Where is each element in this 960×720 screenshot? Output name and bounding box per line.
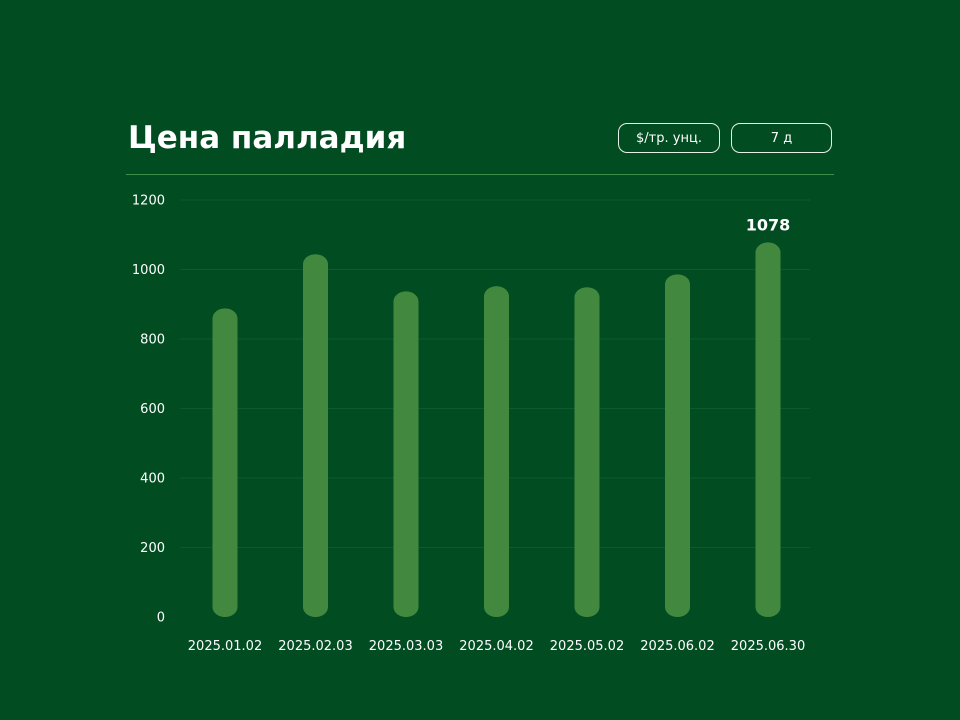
x-tick-label: 2025.04.02 xyxy=(459,639,533,654)
bar[interactable] xyxy=(484,286,509,617)
y-tick-label: 1200 xyxy=(132,194,165,209)
x-tick-label: 2025.06.02 xyxy=(640,639,714,654)
y-tick-label: 200 xyxy=(140,541,165,556)
x-tick-label: 2025.06.30 xyxy=(731,639,805,654)
x-tick-label: 2025.01.02 xyxy=(188,639,262,654)
x-tick-label: 2025.02.03 xyxy=(278,639,352,654)
y-tick-label: 400 xyxy=(140,472,165,487)
x-tick-label: 2025.05.02 xyxy=(550,639,624,654)
bar[interactable] xyxy=(303,254,328,617)
unit-selector-button[interactable]: $/тр. унц. xyxy=(618,123,720,153)
x-tick-label: 2025.03.03 xyxy=(369,639,443,654)
bar[interactable] xyxy=(755,242,781,617)
bar[interactable] xyxy=(393,291,419,617)
data-labels: 1078 xyxy=(746,215,791,234)
y-tick-label: 800 xyxy=(140,333,165,348)
value-label: 1078 xyxy=(746,215,791,234)
bars xyxy=(212,242,781,617)
y-axis-ticks: 0 200 400 600 800 1000 1200 xyxy=(132,194,165,626)
bar[interactable] xyxy=(665,274,690,617)
time-range-button[interactable]: 7 д xyxy=(731,123,832,153)
page-title: Цена палладия xyxy=(128,120,407,156)
x-axis-ticks: 2025.01.02 2025.02.03 2025.03.03 2025.04.02… xyxy=(188,639,805,654)
y-tick-label: 600 xyxy=(140,402,165,417)
bar[interactable] xyxy=(574,287,600,617)
y-tick-label: 1000 xyxy=(132,263,165,278)
y-tick-label: 0 xyxy=(157,611,165,626)
bar[interactable] xyxy=(212,308,238,617)
header-divider xyxy=(126,174,834,175)
